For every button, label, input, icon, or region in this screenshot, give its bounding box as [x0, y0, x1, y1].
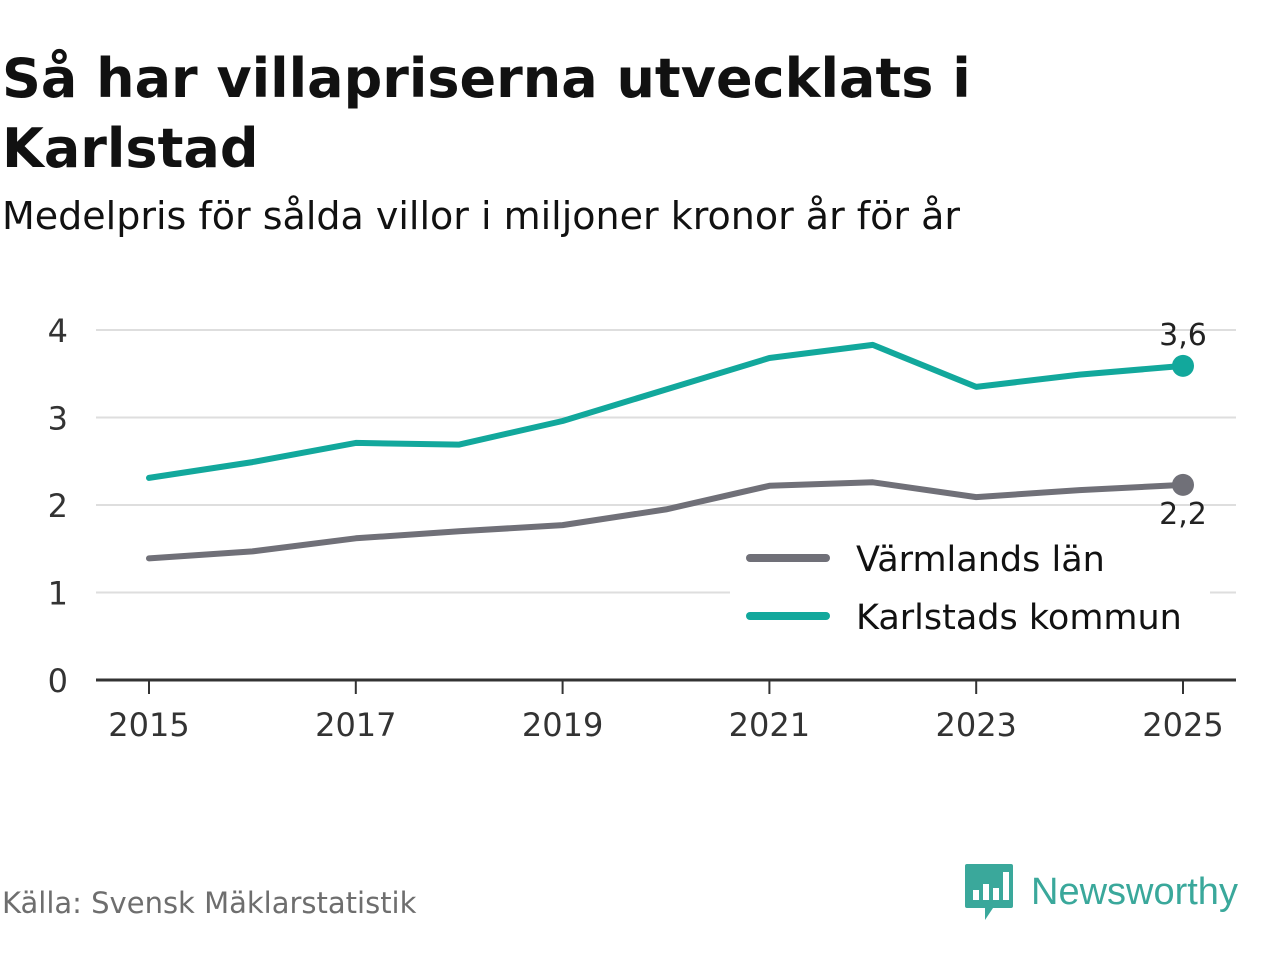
legend-label: Karlstads kommun	[856, 598, 1182, 638]
legend-label: Värmlands län	[856, 540, 1105, 580]
series-end-point	[1172, 354, 1194, 377]
y-tick-label: 2	[48, 487, 68, 525]
legend-background	[730, 528, 1210, 652]
end-value-label: 3,6	[1159, 318, 1207, 353]
x-axis-ticks: 2015 2017 2019 2021 2023 2025	[96, 678, 1236, 744]
series-end-point	[1172, 473, 1194, 496]
series-line-v-rmlands-l-n	[146, 479, 1186, 562]
y-tick-label: 4	[48, 312, 68, 350]
line-chart: 0 1 2 3 4 2015 2017 2019 2021 2023 2025 2,2 3,6 Vä…	[48, 312, 1236, 744]
x-tick-label: 2021	[729, 706, 810, 744]
legend: Värmlands län Karlstads kommun	[730, 528, 1210, 652]
y-tick-label: 3	[48, 400, 68, 438]
y-tick-label: 1	[48, 575, 68, 613]
x-tick-label: 2023	[935, 706, 1016, 744]
y-axis-ticks: 0 1 2 3 4	[48, 312, 68, 700]
chart-title: Så har villapriserna utvecklats i Karlst…	[2, 47, 971, 180]
x-tick-label: 2017	[315, 706, 396, 744]
source-note: Källa: Svensk Mäklarstatistik	[2, 886, 417, 920]
brand-logo: Newsworthy	[963, 862, 1238, 922]
end-value-label: 2,2	[1159, 497, 1207, 532]
chart-subtitle: Medelpris för sålda villor i miljoner kr…	[2, 194, 961, 238]
y-tick-label: 0	[48, 662, 68, 700]
end-labels: 2,2 3,6	[1159, 318, 1207, 532]
newsworthy-logo-icon	[965, 864, 1013, 920]
series-line-karlstads-kommun	[146, 341, 1186, 481]
x-tick-label: 2019	[522, 706, 603, 744]
series-lines	[146, 341, 1194, 562]
x-tick-label: 2015	[108, 706, 189, 744]
x-tick-label: 2025	[1142, 706, 1223, 744]
brand-name: Newsworthy	[1031, 870, 1238, 913]
